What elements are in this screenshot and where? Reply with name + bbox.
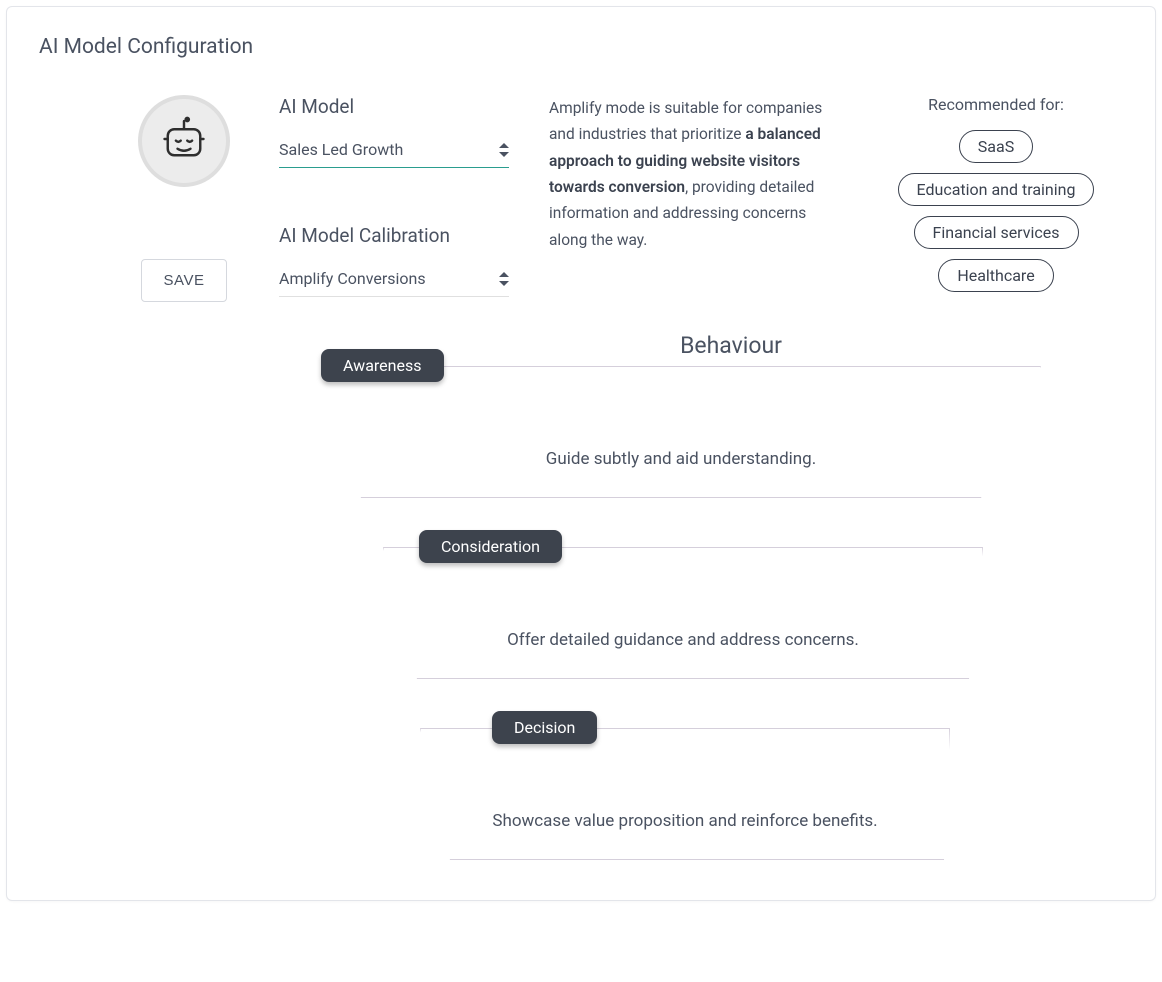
card-title: AI Model Configuration [39, 35, 1123, 59]
model-label: AI Model [279, 95, 509, 118]
recommended-tag: Financial services [914, 216, 1079, 249]
stage-text: Offer detailed guidance and address conc… [507, 630, 859, 650]
calibration-field: AI Model Calibration Amplify Conversions [279, 224, 509, 297]
behaviour-stage: Consideration Offer detailed guidance and… [383, 530, 983, 679]
stage-chip: Awareness [321, 349, 444, 382]
model-select[interactable]: Sales Led Growth [279, 136, 509, 168]
calibration-select-value: Amplify Conversions [279, 269, 426, 288]
recommended-tag: SaaS [959, 130, 1033, 163]
behaviour-funnel: Awareness Guide subtly and aid understand… [39, 349, 1123, 860]
model-select-value: Sales Led Growth [279, 140, 403, 159]
recommended-tag: Healthcare [938, 259, 1053, 292]
model-field: AI Model Sales Led Growth [279, 95, 509, 168]
stage-body: Offer detailed guidance and address conc… [383, 547, 983, 679]
calibration-label: AI Model Calibration [279, 224, 509, 247]
config-card: AI Model Configuration SAV [6, 6, 1156, 901]
calibration-select[interactable]: Amplify Conversions [279, 265, 509, 297]
stage-text: Guide subtly and aid understanding. [546, 449, 816, 469]
description-text: Amplify mode is suitable for companies a… [549, 95, 829, 253]
recommended-title: Recommended for: [869, 95, 1123, 114]
stage-body: Guide subtly and aid understanding. [321, 366, 1041, 498]
top-row: SAVE AI Model Sales Led Growth AI Model … [39, 95, 1123, 302]
fields-column: AI Model Sales Led Growth AI Model Calib… [279, 95, 509, 297]
stage-body: Showcase value proposition and reinforce… [420, 728, 950, 860]
behaviour-section: Behaviour AwarenessGuide subtly and aid … [39, 332, 1123, 860]
stage-chip: Consideration [419, 530, 562, 563]
save-button[interactable]: SAVE [141, 259, 228, 302]
behaviour-stage: Decision Showcase value proposition and r… [420, 711, 950, 860]
recommended-tag-list: SaaS Education and training Financial serv… [869, 130, 1123, 292]
recommended-tag: Education and training [898, 173, 1095, 206]
unfold-icon [499, 273, 509, 285]
bot-avatar [138, 95, 230, 187]
avatar-column: SAVE [129, 95, 239, 302]
behaviour-stage: Awareness Guide subtly and aid understand… [321, 349, 1041, 498]
recommended-column: Recommended for: SaaS Education and train… [869, 95, 1123, 292]
stage-text: Showcase value proposition and reinforce… [492, 811, 877, 831]
unfold-icon [499, 144, 509, 156]
stage-chip: Decision [492, 711, 597, 744]
robot-icon [158, 113, 210, 169]
